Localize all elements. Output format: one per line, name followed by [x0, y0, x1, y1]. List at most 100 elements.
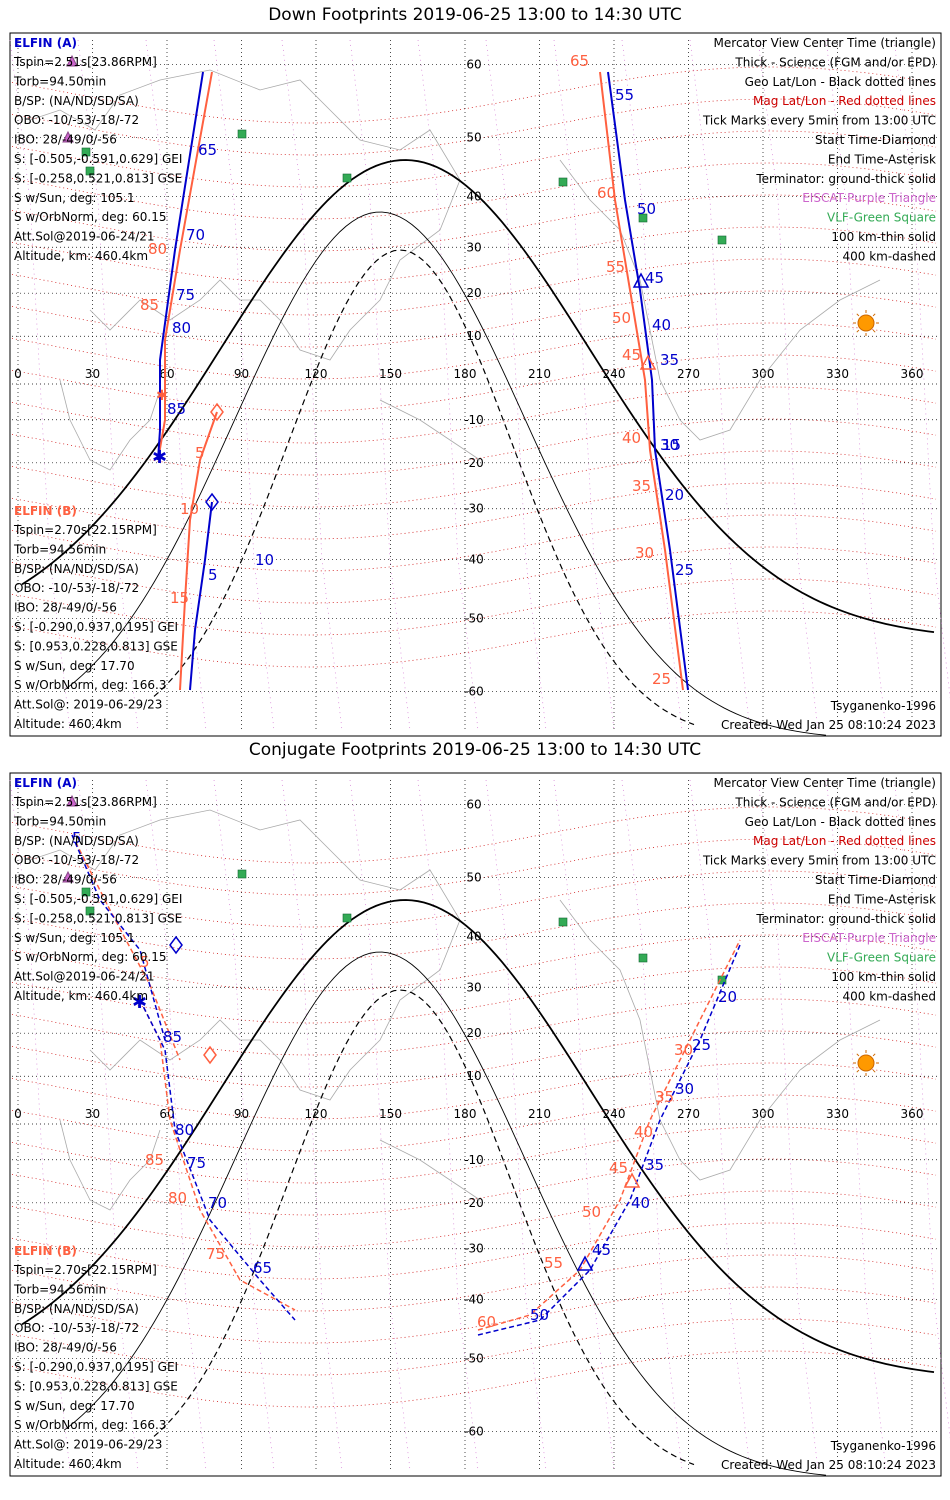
map-panel-conjugate: 0306090120150180210240270300330360706050… — [9, 772, 950, 1477]
coastline — [59, 379, 161, 471]
lon-tick-label: 180 — [454, 1107, 477, 1121]
lat-tick-label: 60 — [466, 798, 481, 812]
mag-lon-line — [485, 39, 547, 731]
legend-line: 100 km-thin solid — [831, 970, 936, 984]
sun-ray — [856, 1053, 860, 1057]
track-b-label: 40 — [622, 429, 641, 447]
elfin-a-info-line: S: [-0.258,0.521,0.813] GSE — [14, 171, 182, 185]
track-a-label: 15 — [662, 436, 681, 454]
elfin-b-info-line: S: [-0.290,0.937,0.195] GEI — [14, 1360, 178, 1374]
mag-lat-line — [11, 98, 937, 156]
vlf-square — [85, 906, 95, 916]
lon-tick-label: 270 — [677, 1107, 700, 1121]
elfin-a-info-line: S w/Sun, deg: 105.1 — [14, 191, 135, 205]
lat-tick-label: -40 — [464, 553, 484, 567]
mag-lon-line — [349, 39, 411, 731]
mag-lon-line — [213, 779, 275, 1471]
lat-tick-label: -20 — [464, 456, 484, 470]
mag-lon-line — [349, 779, 411, 1471]
elfin-a-info-line: Tspin=2.51s[23.86RPM] — [13, 55, 157, 69]
track-a-label: 25 — [692, 1036, 711, 1054]
track-b-label: 85 — [145, 1151, 164, 1169]
mag-lat-line — [11, 870, 937, 928]
lon-tick-label: 330 — [826, 1107, 849, 1121]
lon-tick-label: 360 — [901, 367, 924, 381]
elfin-b-info-line: S: [-0.290,0.937,0.195] GEI — [14, 620, 178, 634]
track-a-south — [139, 999, 296, 1321]
mag-lat-line — [11, 934, 937, 992]
mag-lat-line — [11, 386, 937, 444]
lon-tick-label: 30 — [85, 1107, 100, 1121]
elfin-b-info-line: B/SP: (NA/ND/SD/SA) — [14, 562, 139, 576]
legend-line: Start Time-Diamond — [815, 133, 936, 147]
terminator-400km — [153, 989, 695, 1466]
elfin-a-title: ELFIN (A) — [14, 36, 77, 50]
vlf-square — [81, 887, 91, 897]
lat-tick-label: 30 — [466, 240, 481, 254]
track-a-label: 45 — [592, 1241, 611, 1259]
mag-lat-line — [11, 1318, 937, 1376]
lon-tick-label: 330 — [826, 367, 849, 381]
elfin-b-info-line: OBO: -10/-53/-18/-72 — [14, 1321, 139, 1335]
lat-tick-label: 10 — [466, 329, 481, 343]
legend-line: Geo Lat/Lon - Black dotted lines — [745, 75, 936, 89]
track-a-label: 70 — [186, 226, 205, 244]
mag-lat-line — [11, 418, 937, 476]
eiscat-triangle — [66, 54, 78, 67]
lat-tick-label: 20 — [466, 1026, 481, 1040]
track-a-label: 45 — [645, 269, 664, 287]
track-b-label: 75 — [206, 1245, 225, 1263]
track-b-label: 15 — [170, 589, 189, 607]
lat-tick-label: -60 — [464, 684, 484, 698]
track-a-label: 5 — [72, 829, 82, 847]
track-a-label: 50 — [530, 1306, 549, 1324]
mag-lat-line — [11, 1222, 937, 1280]
terminator-400km — [153, 249, 695, 726]
track-b-north — [71, 834, 181, 1061]
mag-lat-line — [11, 998, 937, 1056]
center-triangle-b — [639, 354, 657, 370]
elfin-a-info-line: B/SP: (NA/ND/SD/SA) — [14, 834, 139, 848]
track-a-label: 40 — [631, 1194, 650, 1212]
lat-tick-label: -10 — [464, 413, 484, 427]
track-a-label: 35 — [645, 1156, 664, 1174]
legend-line: End Time-Asterisk — [828, 892, 936, 906]
track-b-pacific — [599, 71, 684, 691]
elfin-a-info-line: Torb=94.50min — [13, 814, 106, 828]
sun-ray — [872, 1069, 876, 1073]
elfin-b-info-line: Tspin=2.70s[22.15RPM] — [13, 523, 157, 537]
track-a-label: 30 — [660, 436, 679, 454]
coastline — [29, 809, 461, 1101]
mag-lat-line — [11, 258, 937, 316]
mag-lat-line — [11, 354, 937, 412]
center-triangle-b — [623, 1172, 641, 1188]
mag-lat-line — [11, 1126, 937, 1184]
track-b-label: 30 — [635, 544, 654, 562]
track-b-label: 25 — [652, 670, 671, 688]
lat-tick-label: 20 — [466, 286, 481, 300]
elfin-b-info-line: S: [0.953,0.228,0.813] GSE — [14, 639, 178, 653]
track-a-label: 35 — [660, 351, 679, 369]
mag-lat-line — [11, 450, 937, 508]
lat-tick-label: 40 — [466, 929, 481, 943]
vlf-square — [638, 213, 648, 223]
track-b-label: 55 — [606, 258, 625, 276]
lon-tick-label: 0 — [14, 1107, 22, 1121]
elfin-b-info-line: S w/Sun, deg: 17.70 — [14, 1399, 135, 1413]
panel-title-down: Down Footprints 2019-06-25 13:00 to 14:3… — [268, 5, 682, 25]
mag-lon-line — [689, 779, 751, 1471]
vlf-square — [558, 177, 568, 187]
lat-tick-label: -50 — [464, 1352, 484, 1366]
elfin-a-info-line: S: [-0.258,0.521,0.813] GSE — [14, 911, 182, 925]
mag-lat-line — [11, 1030, 937, 1088]
lon-tick-label: 30 — [85, 367, 100, 381]
terminator-ground — [21, 159, 935, 634]
elfin-a-info-line: S: [-0.505,-0.591,0.629] GEI — [14, 152, 182, 166]
vlf-square — [558, 917, 568, 927]
mag-lat-line — [11, 546, 937, 604]
track-b-label: 65 — [570, 52, 589, 70]
start-diamond-a — [205, 492, 219, 512]
start-diamond-b — [203, 1045, 217, 1065]
mag-lon-line — [485, 779, 547, 1471]
legend-line: 400 km-dashed — [842, 249, 936, 263]
